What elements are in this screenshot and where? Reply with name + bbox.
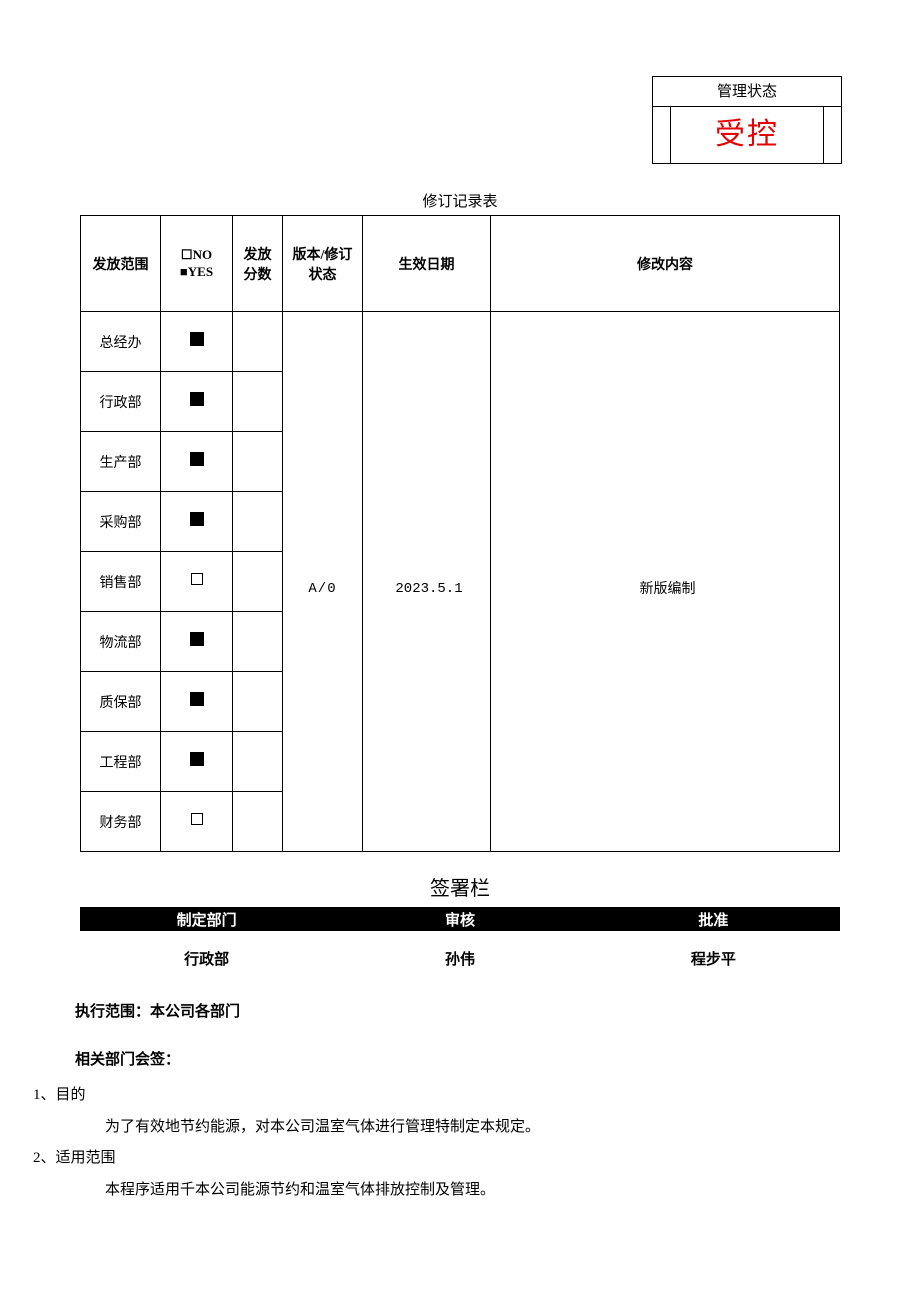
th-date: 生效日期 bbox=[363, 216, 491, 312]
signature-title: 签署栏 bbox=[48, 872, 872, 901]
td-checkbox bbox=[161, 732, 233, 792]
td-checkbox bbox=[161, 432, 233, 492]
status-box-right-pad bbox=[823, 107, 841, 163]
section-2-body: 本程序适用千本公司能源节约和温室气体排放控制及管理。 bbox=[75, 1175, 845, 1207]
th-make-dept: 制定部门 bbox=[80, 907, 333, 931]
checkbox-filled-icon bbox=[190, 332, 204, 346]
td-department: 工程部 bbox=[81, 732, 161, 792]
th-scope: 发放范围 bbox=[81, 216, 161, 312]
th-version: 版本/修订 状态 bbox=[283, 216, 363, 312]
td-department: 采购部 bbox=[81, 492, 161, 552]
th-change: 修改内容 bbox=[491, 216, 840, 312]
td-checkbox bbox=[161, 312, 233, 372]
td-effective-date: 2023.5.1 bbox=[363, 312, 491, 852]
checkbox-filled-icon bbox=[190, 512, 204, 526]
management-status-box: 管理状态 受控 bbox=[652, 76, 842, 164]
td-score bbox=[233, 312, 283, 372]
th-score: 发放 分数 bbox=[233, 216, 283, 312]
management-status-value: 受控 bbox=[671, 107, 823, 163]
td-department: 质保部 bbox=[81, 672, 161, 732]
checkbox-empty-icon bbox=[191, 813, 203, 825]
section-1-body: 为了有效地节约能源，对本公司温室气体进行管理特制定本规定。 bbox=[75, 1112, 845, 1144]
td-change-note: 新版编制 bbox=[491, 312, 840, 852]
checkbox-filled-icon bbox=[190, 752, 204, 766]
checkbox-filled-icon bbox=[190, 632, 204, 646]
td-review: 孙伟 bbox=[333, 931, 586, 985]
signature-table: 制定部门 审核 批准 行政部 孙伟 程步平 bbox=[80, 907, 840, 985]
th-yes-no: ☐NO ■YES bbox=[161, 216, 233, 312]
td-score bbox=[233, 492, 283, 552]
status-box-left-pad bbox=[653, 107, 671, 163]
td-version: A/0 bbox=[283, 312, 363, 852]
td-checkbox bbox=[161, 552, 233, 612]
td-department: 物流部 bbox=[81, 612, 161, 672]
checkbox-empty-icon bbox=[191, 573, 203, 585]
checkbox-filled-icon bbox=[190, 692, 204, 706]
th-approve: 批准 bbox=[587, 907, 840, 931]
td-checkbox bbox=[161, 792, 233, 852]
revision-table-title: 修订记录表 bbox=[48, 190, 872, 211]
revision-record-table: 发放范围 ☐NO ■YES 发放 分数 版本/修订 状态 生效日期 修改内容 总… bbox=[80, 215, 840, 852]
td-score bbox=[233, 552, 283, 612]
td-score bbox=[233, 792, 283, 852]
td-department: 销售部 bbox=[81, 552, 161, 612]
section-1-heading: 1、目的 bbox=[33, 1080, 845, 1112]
td-department: 生产部 bbox=[81, 432, 161, 492]
table-row: 总经办A/02023.5.1新版编制 bbox=[81, 312, 840, 372]
checkbox-filled-icon bbox=[190, 392, 204, 406]
checkbox-filled-icon bbox=[190, 452, 204, 466]
management-status-header: 管理状态 bbox=[653, 77, 841, 107]
td-department: 财务部 bbox=[81, 792, 161, 852]
execution-scope: 执行范围：本公司各部门 bbox=[75, 997, 845, 1029]
td-approve: 程步平 bbox=[587, 931, 840, 985]
td-score bbox=[233, 612, 283, 672]
section-2-heading: 2、适用范围 bbox=[33, 1143, 845, 1175]
td-department: 行政部 bbox=[81, 372, 161, 432]
td-checkbox bbox=[161, 492, 233, 552]
td-score bbox=[233, 672, 283, 732]
td-score bbox=[233, 432, 283, 492]
td-make-dept: 行政部 bbox=[80, 931, 333, 985]
th-yes-no-text: ☐NO ■YES bbox=[180, 247, 213, 279]
related-cosign: 相关部门会签： bbox=[75, 1045, 845, 1077]
td-checkbox bbox=[161, 372, 233, 432]
td-score bbox=[233, 732, 283, 792]
th-review: 审核 bbox=[333, 907, 586, 931]
td-checkbox bbox=[161, 612, 233, 672]
td-department: 总经办 bbox=[81, 312, 161, 372]
td-checkbox bbox=[161, 672, 233, 732]
td-score bbox=[233, 372, 283, 432]
